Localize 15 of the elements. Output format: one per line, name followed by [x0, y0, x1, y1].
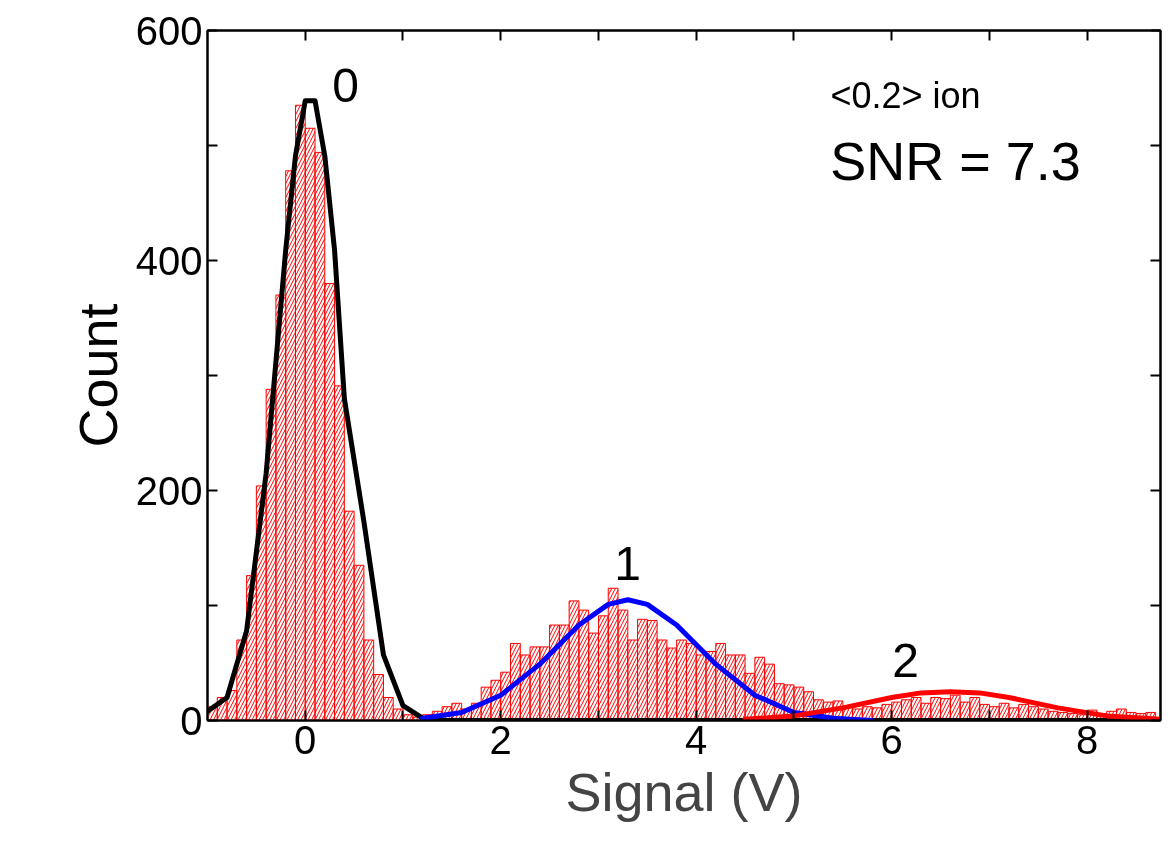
x-tick-label: 4 [685, 717, 708, 762]
x-axis-title: Signal (V) [565, 761, 803, 822]
annotation: SNR = 7.3 [830, 130, 1081, 191]
y-tick-label: 400 [135, 238, 203, 283]
x-tick-label: 2 [489, 717, 512, 762]
y-axis-title: Count [67, 303, 128, 448]
annotation: 1 [614, 537, 641, 590]
annotation: 2 [892, 634, 919, 687]
x-tick-label: 6 [880, 717, 903, 762]
y-tick-label: 200 [135, 468, 203, 513]
annotation: <0.2> ion [830, 75, 981, 116]
y-tick-label: 600 [135, 8, 203, 53]
x-tick-label: 8 [1076, 717, 1099, 762]
x-tick-label: 0 [294, 717, 317, 762]
annotation: 0 [332, 59, 359, 112]
